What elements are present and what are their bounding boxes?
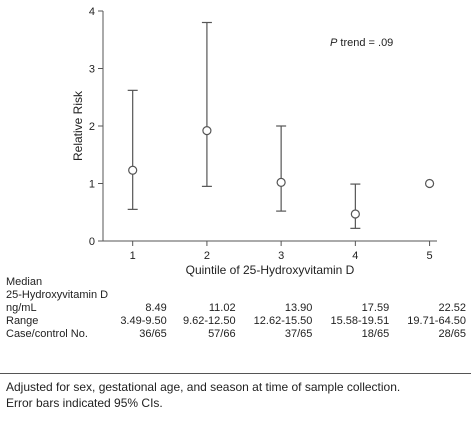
relative-risk-chart: 0 1 2 3 4 1 2 3 4 5 Relative Risk Quintile of 25-… — [71, 6, 437, 277]
table-header-row-1: Median — [6, 276, 466, 289]
row-label-case-control: Case/control No. — [6, 328, 88, 340]
table-row-case-control: Case/control No. 36/65 57/66 37/65 18/65… — [6, 328, 466, 341]
data-point — [424, 178, 435, 189]
footnote-divider — [0, 373, 471, 374]
cases-q4: 18/65 — [361, 328, 390, 340]
cases-q2: 57/66 — [208, 328, 236, 340]
footnote-line-1: Adjusted for sex, gestational age, and s… — [6, 380, 401, 394]
median-q1: 8.49 — [145, 302, 167, 314]
data-point — [276, 177, 286, 187]
table-header-row-2: 25-Hydroxyvitamin D — [6, 289, 466, 302]
y-tick-label: 4 — [89, 6, 95, 18]
data-points — [128, 126, 435, 219]
y-tick-label: 3 — [89, 64, 95, 76]
x-axis-title: Quintile of 25-Hydroxyvitamin D — [186, 263, 355, 277]
footnote: Adjusted for sex, gestational age, and s… — [6, 379, 466, 411]
row-label-median: ng/mL — [6, 302, 37, 314]
row-label-range: Range — [6, 315, 39, 327]
table-row-median: ng/mL 8.49 11.02 13.90 17.59 22.52 — [6, 302, 466, 315]
data-point — [128, 165, 138, 175]
error-bar — [350, 183, 361, 229]
axes — [98, 10, 437, 246]
quintile-data-table: Median 25-Hydroxyvitamin D ng/mL 8.49 11… — [6, 276, 466, 341]
cases-q5: 28/65 — [438, 328, 466, 340]
error-bar — [127, 89, 138, 210]
x-tick-label: 3 — [278, 250, 284, 262]
footnote-line-2: Error bars indicated 95% CIs. — [6, 396, 163, 410]
y-tick-label: 0 — [89, 236, 95, 248]
error-bars — [127, 21, 361, 229]
x-tick-label: 5 — [427, 250, 433, 262]
range-q2: 9.62-12.50 — [182, 315, 236, 327]
range-q1: 3.49-9.50 — [120, 315, 167, 327]
median-q2: 11.02 — [208, 302, 236, 314]
x-tick-label: 1 — [130, 250, 136, 262]
x-tick-label: 4 — [352, 250, 358, 262]
p-trend-annotation: P trend = .09 — [330, 37, 393, 49]
range-q5: 19.71-64.50 — [407, 315, 466, 327]
range-q4: 15.58-19.51 — [330, 315, 390, 327]
table-row-range: Range 3.49-9.50 9.62-12.50 12.62-15.50 1… — [6, 315, 466, 328]
cases-q1: 36/65 — [139, 328, 167, 340]
median-q5: 22.52 — [438, 302, 466, 314]
error-bar — [276, 125, 287, 212]
median-q4: 17.59 — [361, 302, 390, 314]
table-header-line-2: 25-Hydroxyvitamin D — [6, 289, 109, 301]
x-tick-label: 2 — [204, 250, 210, 262]
tick-labels: 0 1 2 3 4 1 2 3 4 5 — [89, 6, 433, 262]
error-bar — [201, 21, 212, 187]
table-header-line-1: Median — [6, 276, 43, 288]
p-trend-text: trend = .09 — [337, 37, 393, 49]
p-trend-italic: P — [330, 37, 338, 49]
range-q3: 12.62-15.50 — [253, 315, 313, 327]
y-tick-label: 1 — [89, 179, 95, 191]
cases-q3: 37/65 — [284, 328, 313, 340]
y-axis-title: Relative Risk — [71, 90, 85, 161]
median-q3: 13.90 — [284, 302, 313, 314]
data-point — [350, 209, 360, 219]
data-point — [202, 126, 212, 136]
y-tick-label: 2 — [89, 121, 95, 133]
